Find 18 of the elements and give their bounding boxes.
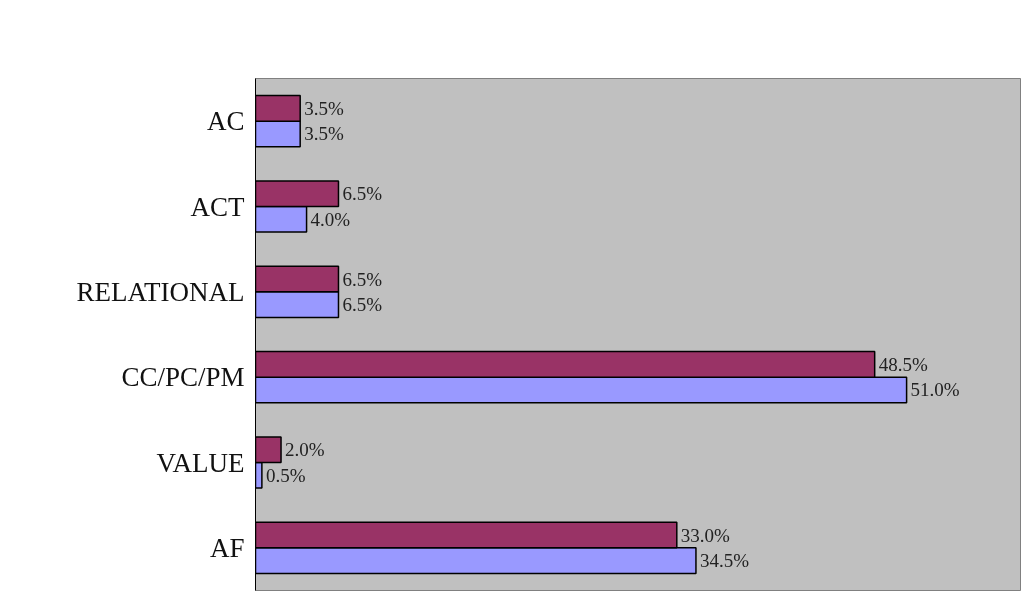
- data-label: 0.5%: [265, 464, 306, 486]
- data-label: 2.0%: [285, 439, 325, 461]
- data-label: 4.0%: [310, 208, 351, 230]
- y-tick-label: AC: [206, 106, 245, 137]
- data-label: 51.0%: [910, 379, 960, 401]
- data-label: 6.5%: [342, 268, 383, 290]
- y-tick-label: CC/PC/PM: [121, 362, 245, 393]
- y-tick-label: AF: [209, 532, 245, 563]
- data-label: 6.5%: [342, 294, 383, 316]
- y-tick-label: VALUE: [156, 447, 245, 478]
- data-label: 3.5%: [304, 123, 344, 145]
- data-label: 3.5%: [304, 97, 344, 119]
- y-tick-label: RELATIONAL: [76, 276, 245, 307]
- data-label: 6.5%: [342, 183, 383, 205]
- data-label: 34.5%: [699, 550, 750, 572]
- data-label: 48.5%: [878, 353, 928, 375]
- data-label: 33.0%: [680, 524, 731, 546]
- y-tick-label: ACT: [190, 191, 246, 222]
